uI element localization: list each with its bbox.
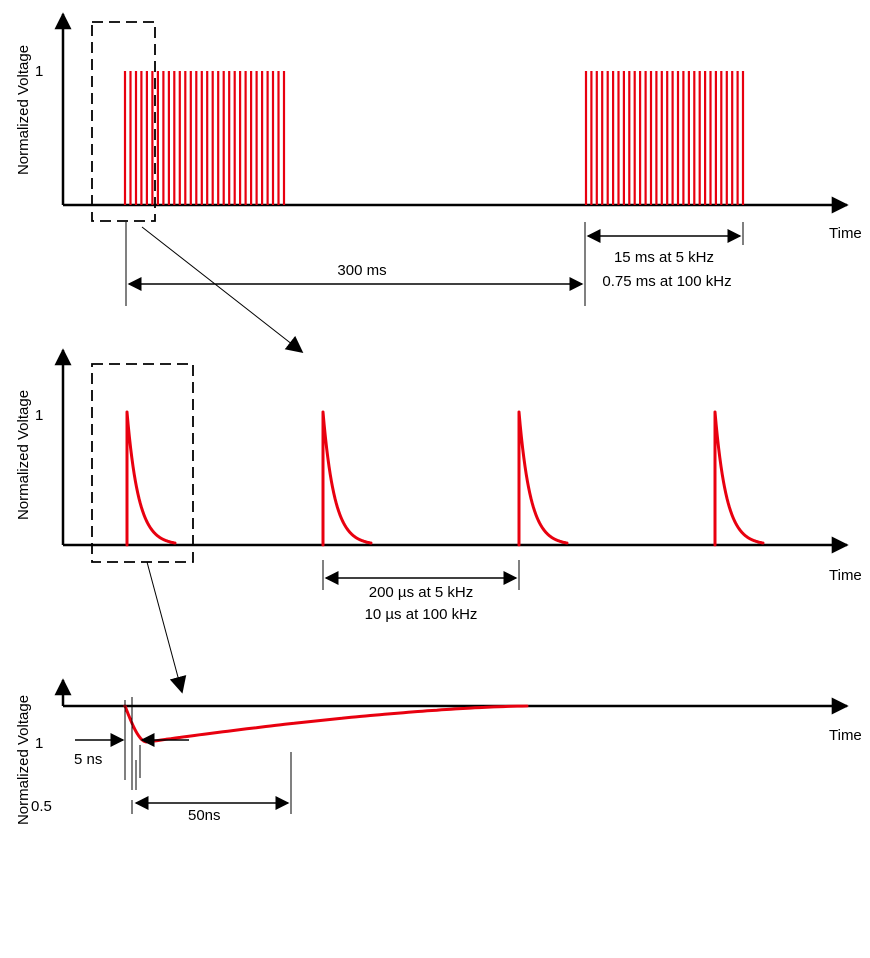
y-tick-label: 1 — [35, 63, 43, 80]
zoom-box — [91, 21, 156, 222]
decay-pulse — [321, 410, 373, 547]
panel-single-pulse: Normalized Voltage Time 1 0.5 5 ns 50ns — [15, 678, 862, 825]
pulse-group — [125, 410, 765, 547]
pulse-spacing-label: 200 µs at 5 kHz — [369, 584, 474, 601]
burst-duration-label: 15 ms at 5 kHz — [614, 249, 714, 266]
y-axis-label: Normalized Voltage — [15, 695, 32, 825]
x-axis-label: Time — [829, 727, 862, 744]
zoom-arrow — [146, 561, 187, 694]
x-axis-label: Time — [829, 225, 862, 242]
zoom-arrow — [141, 226, 304, 354]
y-axis-label: Normalized Voltage — [15, 390, 32, 520]
pulse-burst-2 — [584, 71, 745, 205]
decay-pulse — [517, 410, 569, 547]
y-tick-label: 1 — [35, 735, 43, 752]
decay-pulse — [713, 410, 765, 547]
single-pulse-curve — [123, 704, 529, 744]
panel-pulses: Normalized Voltage Time 1 200 µs at 5 kH… — [15, 348, 862, 694]
burst-duration-label: 0.75 ms at 100 kHz — [602, 273, 731, 290]
panel-burst-train: Normalized Voltage Time 1 300 ms 15 ms a… — [15, 12, 862, 354]
pulse-spacing-label: 10 µs at 100 kHz — [365, 606, 478, 623]
zoom-box — [91, 363, 194, 563]
y-tick-label: 1 — [35, 407, 43, 424]
period-label: 300 ms — [337, 262, 386, 279]
x-axis-label: Time — [829, 567, 862, 584]
y-tick-label: 0.5 — [31, 798, 52, 815]
rise-time-label: 5 ns — [74, 751, 102, 768]
decay-pulse — [125, 410, 177, 547]
pulse-burst-1 — [123, 71, 286, 205]
y-axis-label: Normalized Voltage — [15, 45, 32, 175]
pulse-width-label: 50ns — [188, 807, 221, 824]
